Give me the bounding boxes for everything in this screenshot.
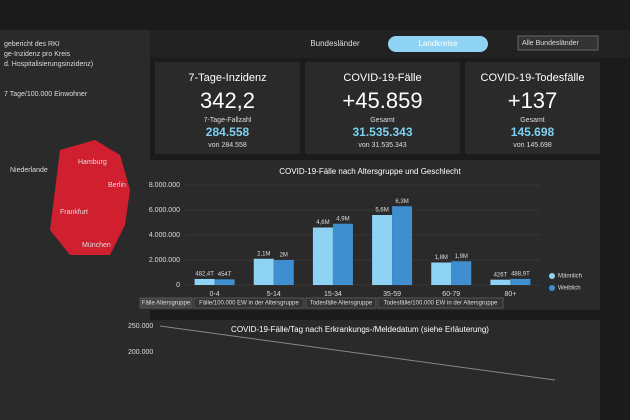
value-label: 488,9T <box>511 271 530 277</box>
dropdown[interactable] <box>517 35 599 51</box>
value-label: 4,6M <box>316 220 329 226</box>
bar <box>431 262 452 285</box>
chart-tab[interactable] <box>193 297 305 309</box>
value-label: 482,4T <box>195 272 214 278</box>
chart-tab[interactable] <box>305 297 377 309</box>
legend-swatch <box>549 273 555 279</box>
kpi-value: +137 <box>508 88 558 113</box>
bar <box>332 223 353 285</box>
kpi-sublabel: Gesamt <box>370 117 395 124</box>
tab-active[interactable] <box>388 36 488 52</box>
dropdown-text[interactable]: Alle Bundesländer <box>522 40 579 47</box>
tab[interactable]: Bundesländer <box>310 39 360 48</box>
chart-tab-label[interactable]: Fälle Altersgruppe <box>142 301 191 307</box>
germany-map <box>50 140 130 255</box>
legend-label: Männlich <box>558 274 582 280</box>
value-label: 6,3M <box>395 199 408 205</box>
value-label: 454T <box>218 272 232 278</box>
y-tick-label: 0 <box>176 282 180 289</box>
y-tick-label: 2.000.000 <box>149 257 180 264</box>
chart-tab-label[interactable]: Fälle/100.000 EW in der Altersgruppe <box>199 301 299 307</box>
x-tick-label: 80+ <box>504 291 516 298</box>
kpi-card <box>305 62 460 154</box>
kpi-subvalue: 284.558 <box>206 125 250 139</box>
chart-tab-label[interactable]: Todesfälle Altersgruppe <box>310 301 373 307</box>
bar <box>372 215 393 285</box>
x-tick-label: 60-79 <box>442 291 460 298</box>
value-label: 5,6M <box>375 208 388 214</box>
chart-tab-label[interactable]: Todesfälle/100.000 EW in der Altersgrupp… <box>384 301 498 307</box>
x-tick-label: 5-14 <box>267 291 281 298</box>
map-label: Niederlande <box>10 167 48 174</box>
header-line: gebericht des RKI <box>4 41 60 48</box>
bar <box>273 260 294 285</box>
tab[interactable]: Landkreise <box>418 39 458 48</box>
slider[interactable] <box>159 325 556 381</box>
daily-panel <box>115 320 600 420</box>
value-label: 1,8M <box>435 255 448 261</box>
map-legend: 7 Tage/100.000 Einwohner <box>4 91 88 98</box>
y-tick-label: 8.000.000 <box>149 182 180 189</box>
chart-title: COVID-19-Fälle nach Altersgruppe und Ges… <box>279 167 461 176</box>
chart-tab[interactable] <box>377 297 504 309</box>
value-label: 2M <box>280 253 288 259</box>
daily-label: 200.000 <box>128 349 153 356</box>
kpi-subvalue: 145.698 <box>511 125 555 139</box>
x-tick-label: 35-59 <box>383 291 401 298</box>
kpi-sublabel: 7-Tage-Fallzahl <box>204 117 252 124</box>
kpi-title: COVID-19-Todesfälle <box>481 72 585 84</box>
y-tick-label: 6.000.000 <box>149 207 180 214</box>
bar <box>253 258 274 285</box>
x-tick-label: 0-4 <box>210 291 220 298</box>
legend-swatch <box>549 285 555 291</box>
kpi-note: von 31.535.343 <box>358 142 406 149</box>
kpi-title: COVID-19-Fälle <box>343 72 421 84</box>
kpi-subvalue: 31.535.343 <box>352 125 412 139</box>
map-label: Berlin <box>108 182 126 189</box>
kpi-title: 7-Tage-Inzidenz <box>188 72 266 84</box>
y-tick-label: 4.000.000 <box>149 232 180 239</box>
header-line: ge-Inzidenz pro Kreis <box>4 51 71 58</box>
header-line: d. Hospitalisierungsinzidenz) <box>4 61 93 68</box>
kpi-card <box>465 62 600 154</box>
bar <box>194 278 215 285</box>
value-label: 2,1M <box>257 251 270 257</box>
daily-title: COVID-19-Fälle/Tag nach Erkrankungs-/Mel… <box>231 325 489 334</box>
kpi-sublabel: Gesamt <box>520 117 545 124</box>
map-label: Hamburg <box>78 159 107 166</box>
map-label: München <box>82 242 111 249</box>
value-label: 1,9M <box>455 254 468 260</box>
bar <box>214 279 235 285</box>
value-label: 426T <box>494 272 508 278</box>
legend-label: Weiblich <box>558 286 581 292</box>
kpi-note: von 284.558 <box>208 142 247 149</box>
map-label: Frankfurt <box>60 209 88 216</box>
value-label: 4,9M <box>336 216 349 222</box>
x-tick-label: 15-34 <box>324 291 342 298</box>
bar <box>312 227 333 285</box>
bar <box>451 261 472 285</box>
bar <box>490 279 511 285</box>
kpi-value: 342,2 <box>200 88 255 113</box>
bar <box>392 206 413 285</box>
kpi-card <box>155 62 300 154</box>
chart-tab[interactable] <box>139 297 193 309</box>
bar <box>510 278 531 285</box>
daily-label: 250.000 <box>128 323 153 330</box>
kpi-note: von 145.698 <box>513 142 552 149</box>
kpi-value: +45.859 <box>342 88 422 113</box>
